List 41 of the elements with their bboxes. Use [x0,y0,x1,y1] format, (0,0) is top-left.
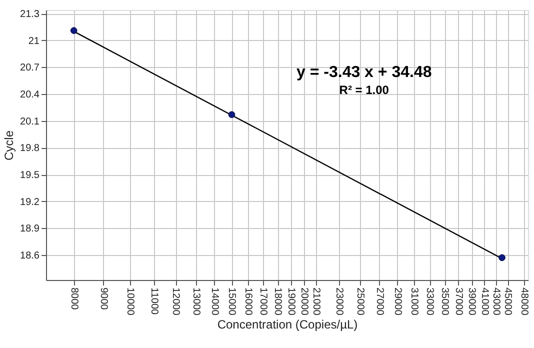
x-tick-label: 8000 [68,288,80,310]
x-tick-label: 33000 [424,288,436,316]
x-tick-label: 45000 [502,288,514,316]
y-tick-label: 19.5 [20,170,40,182]
x-tick-label: 37000 [452,288,464,316]
x-tick-label: 17000 [258,288,269,316]
x-tick-label: 41000 [478,288,490,316]
x-tick-label: 14000 [208,288,220,316]
x-tick-label: 15000 [226,288,238,316]
x-tick-label: 10000 [124,288,136,316]
x-axis-title: Concentration (Copies/µL) [217,317,358,332]
x-tick-label: 23000 [334,288,345,316]
x-tick-label: 19000 [286,288,297,316]
x-tick-label: 39000 [466,288,478,316]
x-tick-label: 18000 [272,288,284,316]
y-tick-label: 21 [28,36,40,47]
y-tick-label: 20.7 [20,62,40,74]
x-tick-label: 43000 [490,288,502,316]
x-tick-label: 35000 [439,288,450,316]
y-axis-title: Cycle [2,130,16,161]
annotation: y = -3.43 x + 34.48 [296,64,432,81]
x-tick-label: 21000 [310,288,322,316]
annotation: R² = 1.00 [339,83,390,97]
y-tick-label: 19.8 [20,143,40,154]
x-tick-label: 11000 [148,288,160,316]
x-tick-label: 27000 [374,288,385,316]
x-tick-label: 31000 [408,288,420,316]
y-tick-label: 21.3 [20,9,40,20]
y-tick-label: 20.1 [20,116,40,128]
y-tick-label: 20.4 [20,90,40,101]
x-tick-label: 16000 [242,288,254,316]
x-tick-label: 12000 [170,288,182,316]
x-tick-label: 29000 [392,288,403,316]
x-tick-label: 48000 [518,288,530,316]
y-tick-label: 18.9 [20,224,40,235]
y-tick-label: 19.2 [20,196,40,208]
y-tick-label: 18.6 [20,250,40,262]
x-tick-label: 13000 [190,288,202,316]
x-tick-label: 25000 [354,288,366,316]
x-tick-label: 9000 [98,288,109,310]
x-tick-label: 20000 [298,288,310,316]
